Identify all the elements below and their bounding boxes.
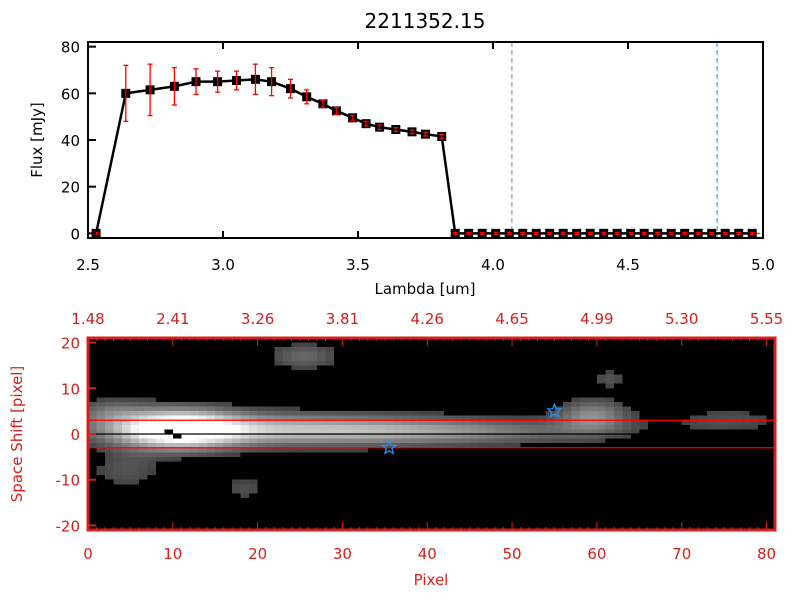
top-wavelength-label: 3.81 xyxy=(326,310,359,328)
y-tick-label: 80 xyxy=(61,39,80,57)
top-wavelength-label: 4.65 xyxy=(495,310,528,328)
star-marker xyxy=(380,438,398,455)
top-wavelength-label: 4.26 xyxy=(411,310,444,328)
x-tick-label: 4.5 xyxy=(616,256,640,274)
y-axis-label: Flux [mJy] xyxy=(28,102,46,178)
star-marker xyxy=(546,402,563,419)
y-tick-label: 0 xyxy=(70,225,80,243)
y-tick-label: 40 xyxy=(61,132,80,150)
top-wavelength-label: 3.26 xyxy=(241,310,274,328)
x-tick-label: 70 xyxy=(672,545,691,563)
x-tick-label: 20 xyxy=(248,545,267,563)
x-tick-label: 2.5 xyxy=(76,256,100,274)
y-tick-label: 10 xyxy=(61,380,80,398)
x-tick-label: 10 xyxy=(163,545,182,563)
top-wavelength-label: 5.55 xyxy=(750,310,783,328)
x-tick-label: 5.0 xyxy=(751,256,775,274)
x-tick-label: 30 xyxy=(333,545,352,563)
x-tick-label: 50 xyxy=(503,545,522,563)
y-tick-label: 20 xyxy=(61,335,80,353)
x-tick-label: 60 xyxy=(587,545,606,563)
x-axis-label: Lambda [um] xyxy=(375,280,476,298)
x-tick-label: 4.0 xyxy=(481,256,505,274)
x-tick-label: 80 xyxy=(757,545,776,563)
flux-line xyxy=(94,78,753,235)
y-tick-label: -20 xyxy=(56,517,81,535)
y-tick-label: 20 xyxy=(61,179,80,197)
bottom-x-axis-label: Pixel xyxy=(414,571,449,589)
x-tick-label: 3.5 xyxy=(346,256,370,274)
x-tick-label: 40 xyxy=(418,545,437,563)
plot-frame xyxy=(87,41,764,239)
x-tick-label: 0 xyxy=(83,545,93,563)
bottom-y-axis-label: Space Shift [pixel] xyxy=(8,366,26,503)
top-wavelength-label: 5.30 xyxy=(665,310,698,328)
top-wavelength-label: 2.41 xyxy=(156,310,189,328)
y-tick-label: 60 xyxy=(61,85,80,103)
x-tick-label: 3.0 xyxy=(211,256,235,274)
top-wavelength-label: 4.99 xyxy=(580,310,613,328)
y-tick-label: 0 xyxy=(70,426,80,444)
chart-title: 2211352.15 xyxy=(365,9,486,33)
top-wavelength-label: 1.48 xyxy=(71,310,104,328)
y-tick-label: -10 xyxy=(56,472,81,490)
